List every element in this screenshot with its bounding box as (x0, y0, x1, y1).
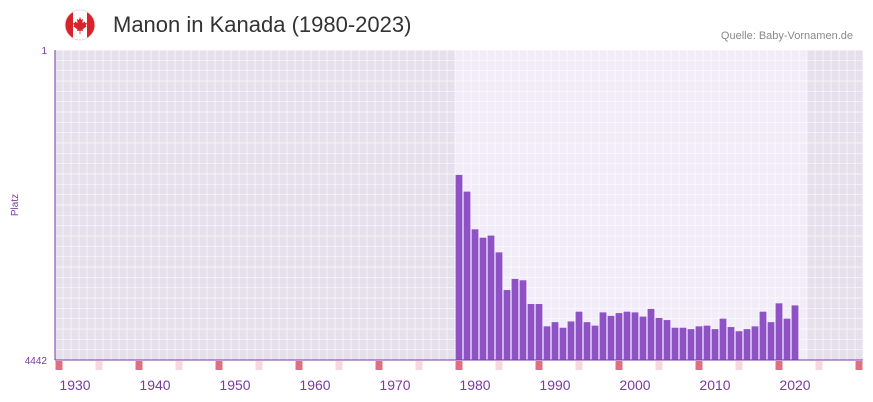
bar-1997 (607, 315, 615, 360)
y-tick-label: 1 (41, 46, 47, 57)
bar-1981 (479, 237, 487, 360)
strip-marker-minor (655, 361, 663, 370)
strip-marker-major (135, 361, 143, 370)
bar-1989 (543, 326, 551, 360)
strip-marker-minor (95, 361, 103, 370)
bar-1990 (551, 322, 559, 360)
bar-2000 (631, 312, 639, 360)
strip-marker-minor (815, 361, 823, 370)
bar-2018 (775, 303, 783, 360)
x-tick-label: 1980 (459, 377, 490, 393)
strip-marker-major (695, 361, 703, 370)
bar-2001 (639, 316, 647, 360)
bar-2002 (647, 308, 655, 360)
bar-1996 (599, 312, 607, 360)
strip-marker-minor (735, 361, 743, 370)
bar-2017 (767, 322, 775, 360)
strip-marker-minor (495, 361, 503, 370)
bar-1988 (535, 304, 543, 360)
strip-marker-minor (335, 361, 343, 370)
source-link[interactable]: Quelle: Baby-Vornamen.de (720, 30, 853, 42)
x-tick-label: 1950 (219, 377, 250, 393)
strip-marker-minor (255, 361, 263, 370)
x-tick-label: 1960 (299, 377, 330, 393)
bar-2007 (687, 329, 695, 360)
strip-marker-major (375, 361, 383, 370)
bar-1992 (567, 321, 575, 360)
strip-marker-minor (415, 361, 423, 370)
bar-2006 (679, 327, 687, 360)
bar-1995 (591, 325, 599, 360)
strip-marker-minor (175, 361, 183, 370)
bar-2020 (791, 305, 799, 360)
strip-marker-major (455, 361, 463, 370)
bar-2010 (711, 329, 719, 360)
chart-title: Manon in Kanada (1980-2023) (113, 12, 412, 37)
bar-1998 (615, 313, 623, 360)
y-axis-title: Platz (10, 194, 21, 216)
x-tick-label: 1970 (379, 377, 410, 393)
x-tick-label: 1990 (539, 377, 570, 393)
bar-1978 (455, 174, 463, 360)
strip-marker-minor (575, 361, 583, 370)
bar-1999 (623, 311, 631, 360)
bar-1994 (583, 322, 591, 360)
header: Manon in Kanada (1980-2023) Quelle: Baby… (0, 0, 873, 50)
strip-marker-major (775, 361, 783, 370)
bar-2014 (743, 329, 751, 360)
y-tick-label: 4442 (25, 356, 48, 367)
bar-1980 (471, 229, 479, 360)
canada-flag-icon (64, 9, 96, 41)
strip-marker-major (535, 361, 543, 370)
strip-marker-major (215, 361, 223, 370)
bar-2003 (655, 317, 663, 360)
bar-1985 (511, 278, 519, 360)
bar-2012 (727, 327, 735, 360)
bar-2004 (663, 320, 671, 360)
strip-marker-major (615, 361, 623, 370)
bar-1984 (503, 290, 511, 360)
bar-2019 (783, 318, 791, 360)
strip-marker-major (295, 361, 303, 370)
bar-2005 (671, 327, 679, 360)
strip-marker-major (855, 361, 863, 370)
bar-1986 (519, 280, 527, 360)
bar-2016 (759, 311, 767, 360)
bar-1993 (575, 311, 583, 360)
bar-1991 (559, 327, 567, 360)
bar-1983 (495, 252, 503, 360)
strip-marker-major (55, 361, 63, 370)
bar-1982 (487, 235, 495, 360)
x-tick-label: 1930 (59, 377, 90, 393)
x-tick-label: 2010 (699, 377, 730, 393)
bar-2011 (719, 318, 727, 360)
bar-1987 (527, 304, 535, 360)
bar-2015 (751, 326, 759, 360)
x-tick-label: 2020 (779, 377, 810, 393)
bar-2009 (703, 325, 711, 360)
x-tick-label: 2000 (619, 377, 650, 393)
bar-2013 (735, 331, 743, 360)
bar-1979 (463, 191, 471, 360)
x-tick-label: 1940 (139, 377, 170, 393)
bar-2008 (695, 326, 703, 360)
